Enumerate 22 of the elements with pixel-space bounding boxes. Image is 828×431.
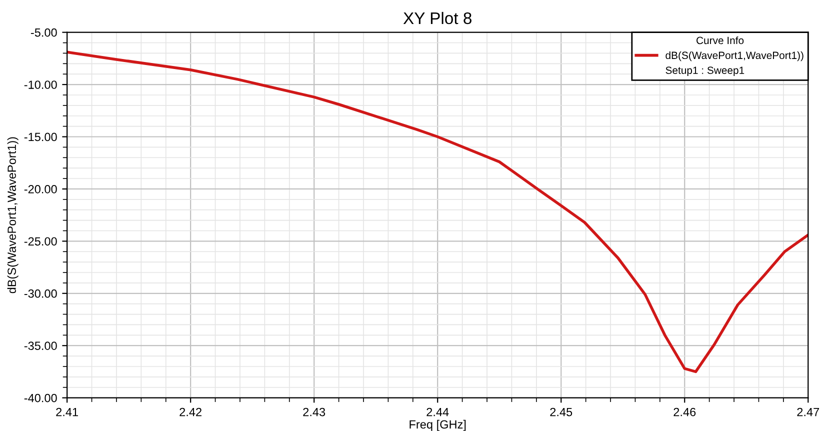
y-tick-label: -40.00 [24,394,57,402]
x-tick-label: 2.43 [303,408,326,416]
chart-title: XY Plot 8 [403,12,472,24]
x-tick-label: 2.44 [426,408,449,416]
y-tick-label: -20.00 [24,184,57,194]
y-tick-label: -30.00 [24,289,57,298]
y-tick-label: -10.00 [24,80,57,89]
legend-title: Curve Info [696,36,744,44]
x-tick-label: 2.46 [674,408,696,416]
line-series [67,50,808,374]
x-tick-label: 2.42 [180,408,202,416]
y-tick-label: -15.00 [24,132,57,142]
legend-label: dB(S(WavePort1,WavePort1)) [666,51,804,62]
y-axis-title: dB(S(WavePort1,WavePort1)) [7,137,18,294]
y-tick-label: -5.00 [30,28,57,37]
x-tick-label: 2.45 [550,408,572,416]
annotation: Setup1 : Sweep1 [666,66,744,76]
y-tick-label: -35.00 [24,342,57,350]
y-tick-label: -25.00 [24,237,57,246]
x-tick-label: 2.47 [797,408,820,416]
x-axis-title: Freq [GHz] [410,420,466,431]
x-tick-label: 2.41 [56,408,78,416]
